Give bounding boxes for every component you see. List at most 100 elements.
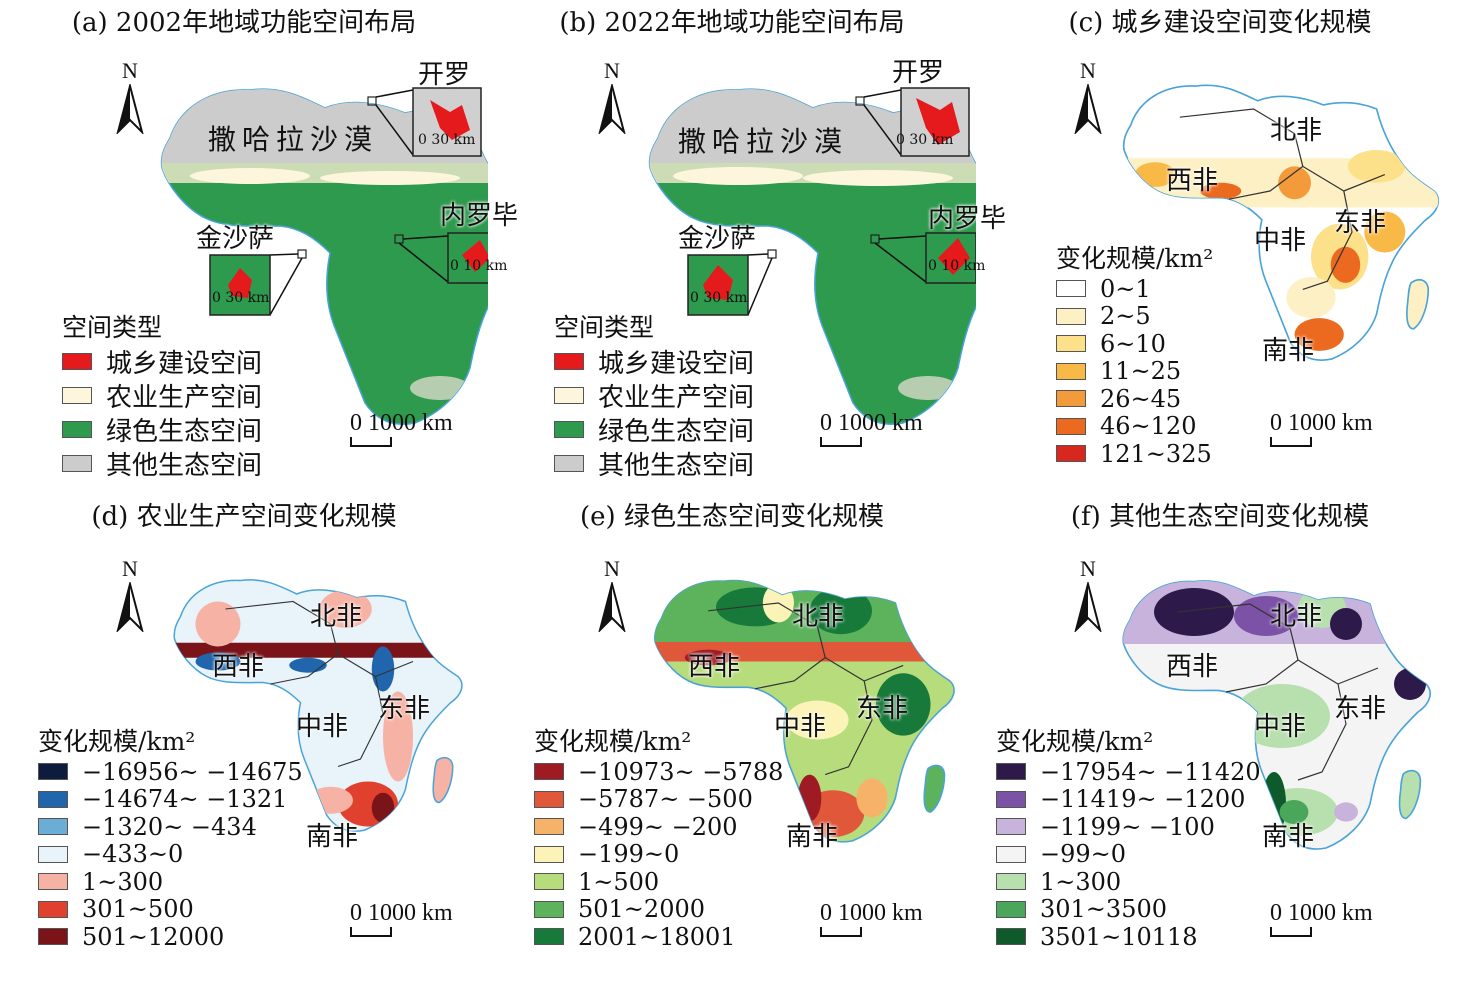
- legend-label: 其他生态空间: [106, 450, 263, 481]
- inset-scale: 0 10 km: [450, 258, 508, 274]
- legend-label: −1320~ −434: [82, 812, 257, 841]
- legend-label: 绿色生态空间: [598, 416, 755, 447]
- legend-label: −1199~ −100: [1040, 812, 1215, 841]
- north-arrow: N: [594, 556, 630, 636]
- scale-label: 0 1000 km: [1270, 410, 1373, 436]
- scale-bar-line: [1270, 437, 1312, 447]
- legend-item: 绿色生态空间: [62, 412, 262, 447]
- city-label-nairobi: 内罗毕: [440, 201, 519, 231]
- legend-swatch: [554, 352, 584, 370]
- scale-bar: 0 1000 km: [820, 900, 923, 937]
- north-arrow: N: [1070, 556, 1106, 636]
- legend-swatch: [38, 845, 68, 863]
- legend-label: 46~120: [1100, 412, 1197, 441]
- region-label: 东非: [378, 694, 431, 724]
- legend-label: 301~3500: [1040, 895, 1167, 924]
- region-label: 西非: [1166, 166, 1219, 196]
- legend-title: 变化规模/km²: [996, 727, 1154, 756]
- inset-scale: 0 30 km: [690, 290, 748, 306]
- north-arrow: N: [1070, 58, 1106, 138]
- north-letter: N: [1080, 58, 1096, 83]
- legend-item: 0~1: [1056, 275, 1213, 303]
- map-b: [648, 87, 976, 426]
- legend-swatch: [996, 900, 1026, 918]
- legend: 空间类型 城乡建设空间 农业生产空间 绿色生态空间 其他生态空间: [554, 312, 755, 481]
- legend-swatch: [554, 420, 584, 438]
- legend-item: 46~120: [1056, 412, 1213, 441]
- legend-item: −17954~ −11420: [996, 758, 1261, 786]
- city-label-kinshasa: 金沙萨: [196, 224, 275, 254]
- region-label: 南非: [1262, 822, 1315, 852]
- north-arrow-icon: [116, 82, 144, 136]
- panel-c: (c) 城乡建设空间变化规模 N 北非: [976, 0, 1464, 494]
- legend-item: 2001~18001: [534, 923, 783, 951]
- panel-title: (c) 城乡建设空间变化规模: [1068, 8, 1372, 38]
- legend-swatch: [62, 454, 92, 472]
- legend-label: −99~0: [1040, 840, 1127, 869]
- sahara-label: 撒哈拉沙漠: [208, 123, 379, 156]
- legend-label: 11~25: [1100, 357, 1182, 386]
- legend-swatch: [996, 873, 1026, 891]
- sahara-label: 撒哈拉沙漠: [678, 125, 849, 158]
- scale-bar-line: [820, 437, 862, 447]
- panel-d: (d) 农业生产空间变化规模 N 北非: [0, 494, 488, 988]
- panel-title: (f) 其他生态空间变化规模: [1070, 502, 1370, 532]
- north-letter: N: [122, 556, 138, 581]
- legend-title: 变化规模/km²: [1056, 244, 1214, 273]
- legend-item: −5787~ −500: [534, 785, 783, 813]
- legend-item: −99~0: [996, 840, 1261, 869]
- legend-label: −17954~ −11420: [1040, 757, 1261, 786]
- legend-item: 农业生产空间: [554, 378, 754, 413]
- legend-label: 其他生态空间: [598, 450, 755, 481]
- legend-swatch: [1056, 280, 1086, 298]
- panel-title: (a) 2002年地域功能空间布局: [71, 8, 417, 38]
- legend-label: 1~500: [578, 867, 660, 896]
- map-f: [1122, 580, 1431, 850]
- scale-bar-line: [820, 927, 862, 937]
- legend-item: 121~325: [1056, 440, 1213, 468]
- legend-label: 501~2000: [578, 895, 705, 924]
- legend-swatch: [534, 790, 564, 808]
- legend-item: 其他生态空间: [62, 446, 263, 481]
- region-label: 中非: [774, 712, 827, 742]
- legend-swatch: [38, 763, 68, 781]
- legend-item: 绿色生态空间: [554, 412, 755, 447]
- legend-swatch: [1056, 307, 1086, 325]
- region-label: 西非: [212, 652, 265, 682]
- city-label-nairobi: 内罗毕: [928, 204, 1007, 234]
- scale-bar: 0 1000 km: [350, 900, 453, 937]
- map-c: [1122, 84, 1440, 361]
- legend-swatch: [534, 763, 564, 781]
- scale-bar: 0 1000 km: [350, 410, 453, 447]
- north-arrow-icon: [598, 82, 626, 136]
- legend-label: −16956~ −14675: [82, 757, 303, 786]
- scale-label: 0 1000 km: [350, 410, 453, 436]
- legend-swatch: [996, 763, 1026, 781]
- region-label: 南非: [786, 822, 839, 852]
- north-letter: N: [1080, 556, 1096, 581]
- north-letter: N: [122, 58, 138, 83]
- scale-label: 0 1000 km: [350, 900, 453, 926]
- legend-title: 变化规模/km²: [38, 727, 196, 756]
- north-arrow: N: [112, 556, 148, 636]
- region-label: 中非: [1254, 226, 1307, 256]
- legend-swatch: [996, 928, 1026, 946]
- legend-item: 26~45: [1056, 385, 1213, 413]
- legend-item: 1~300: [38, 868, 303, 896]
- region-label: 北非: [1270, 602, 1323, 632]
- panel-a: (a) 2002年地域功能空间布局: [0, 0, 518, 494]
- legend-item: 301~3500: [996, 895, 1261, 924]
- city-label-kinshasa: 金沙萨: [678, 224, 757, 254]
- legend-item: 城乡建设空间: [62, 344, 262, 379]
- legend-swatch: [38, 900, 68, 918]
- scale-bar-line: [350, 437, 392, 447]
- legend-label: −433~0: [82, 840, 184, 869]
- city-label-cairo: 开罗: [418, 60, 471, 90]
- legend-label: 1~300: [1040, 867, 1122, 896]
- legend-swatch: [38, 873, 68, 891]
- legend-label: 26~45: [1100, 384, 1182, 413]
- legend-item: 501~12000: [38, 923, 303, 951]
- legend-swatch: [62, 386, 92, 404]
- region-label: 西非: [688, 652, 741, 682]
- inset-scale: 0 30 km: [212, 290, 270, 306]
